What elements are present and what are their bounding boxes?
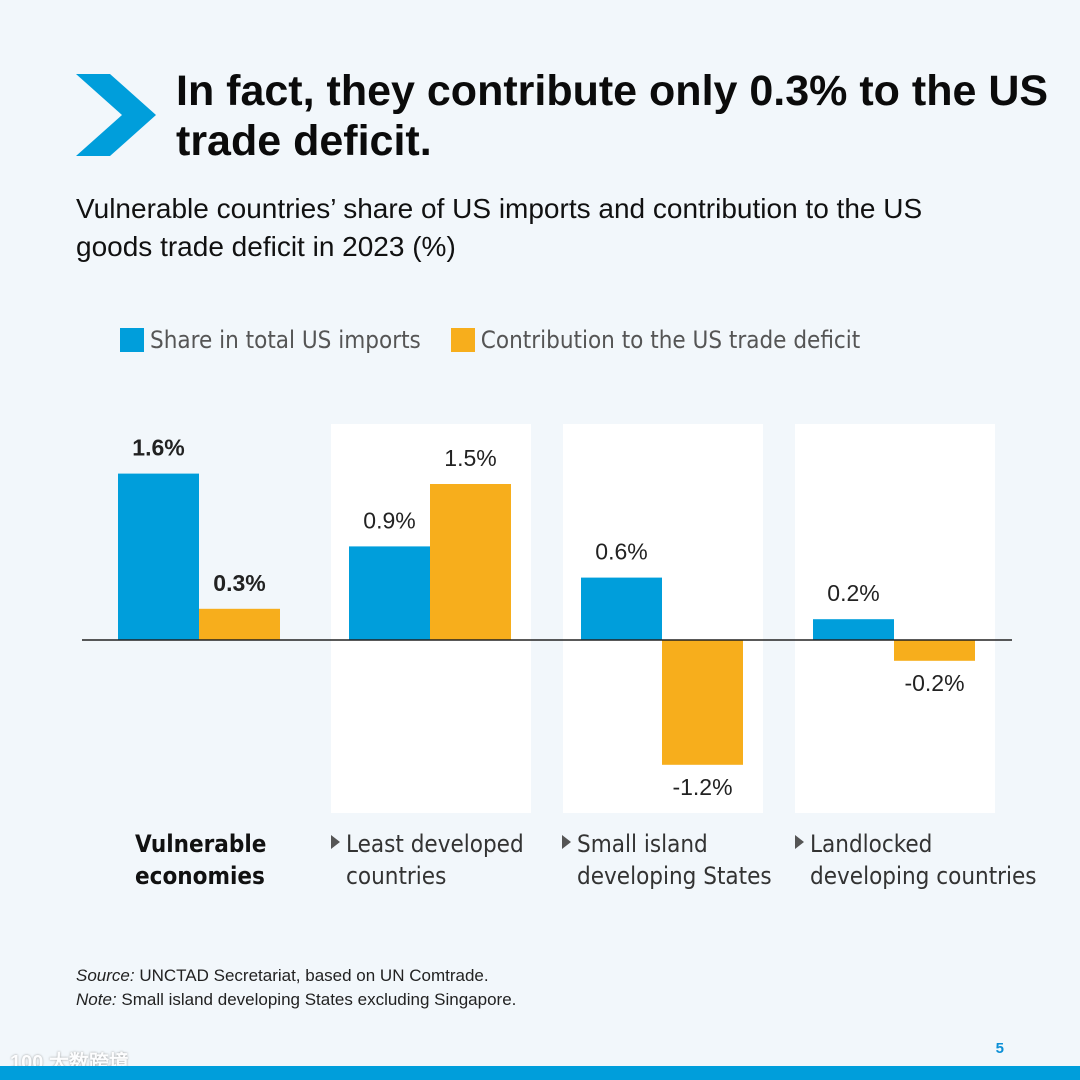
bar-deficit (430, 484, 511, 640)
bar-imports (581, 577, 662, 640)
bar-deficit (199, 608, 280, 640)
legend-swatch-imports (120, 328, 144, 352)
bar-imports (813, 619, 894, 640)
bar-chart: 1.6% 0.9% 0.6% 0.2% 0.3% 1.5% -1.2% -0.2% (82, 424, 1012, 813)
chevron-icon (76, 74, 156, 156)
data-label: 0.6% (595, 539, 647, 565)
category-label-lldc: Landlocked developing countries (795, 828, 1037, 892)
category-label-line: developing States (577, 862, 772, 890)
note-label: Note: (76, 990, 117, 1009)
note: Note: Small island developing States exc… (76, 988, 516, 1012)
page-title: In fact, they contribute only 0.3% to th… (176, 67, 1049, 165)
category-label-line: economies (135, 862, 265, 890)
triangle-bullet-icon (562, 835, 571, 849)
category-label-line: Small island (562, 828, 772, 860)
data-label: 1.5% (444, 445, 496, 471)
legend-label-imports: Share in total US imports (150, 326, 421, 354)
category-label-ldc: Least developed countries (331, 828, 524, 892)
category-label-text: Least developed (346, 830, 524, 858)
chart-subtitle: Vulnerable countries’ share of US import… (76, 193, 923, 262)
data-label: 1.6% (132, 435, 184, 461)
category-label-text: Small island (577, 830, 708, 858)
triangle-bullet-icon (331, 835, 340, 849)
category-label-line: developing countries (810, 862, 1037, 890)
legend-item-deficit: Contribution to the US trade deficit (450, 326, 861, 354)
source-note: Source: UNCTAD Secretariat, based on UN … (76, 964, 516, 988)
category-label-vulnerable: Vulnerable economies (135, 828, 266, 892)
data-label: 0.2% (827, 580, 879, 606)
group-panel (795, 424, 995, 813)
category-label-line: countries (346, 862, 447, 890)
chart-legend: Share in total US imports Contribution t… (120, 326, 860, 354)
legend-item-imports: Share in total US imports (120, 326, 421, 354)
category-label-sids: Small island developing States (562, 828, 772, 892)
note-text: Small island developing States excluding… (116, 990, 517, 1009)
bottom-accent-bar (0, 1066, 1080, 1080)
bar-deficit (894, 640, 975, 661)
footnotes: Source: UNCTAD Secretariat, based on UN … (76, 964, 516, 1012)
legend-label-deficit: Contribution to the US trade deficit (480, 326, 861, 354)
source-text: UNCTAD Secretariat, based on UN Comtrade… (134, 966, 489, 985)
page-number: 5 (995, 1040, 1004, 1057)
category-label-line: Landlocked (795, 828, 1037, 860)
category-label-text: Landlocked (810, 830, 933, 858)
legend-swatch-deficit (450, 328, 475, 352)
category-label-line: Vulnerable (135, 830, 267, 858)
category-label-line: Least developed (331, 828, 524, 860)
source-label: Source: (76, 966, 135, 985)
bar-imports (349, 546, 430, 640)
data-label: 0.9% (363, 507, 415, 533)
bar-deficit (662, 640, 743, 765)
data-label: 0.3% (213, 570, 265, 596)
data-label: -0.2% (904, 670, 964, 696)
data-label: -1.2% (672, 774, 732, 800)
triangle-bullet-icon (795, 835, 804, 849)
bar-imports (118, 473, 199, 640)
